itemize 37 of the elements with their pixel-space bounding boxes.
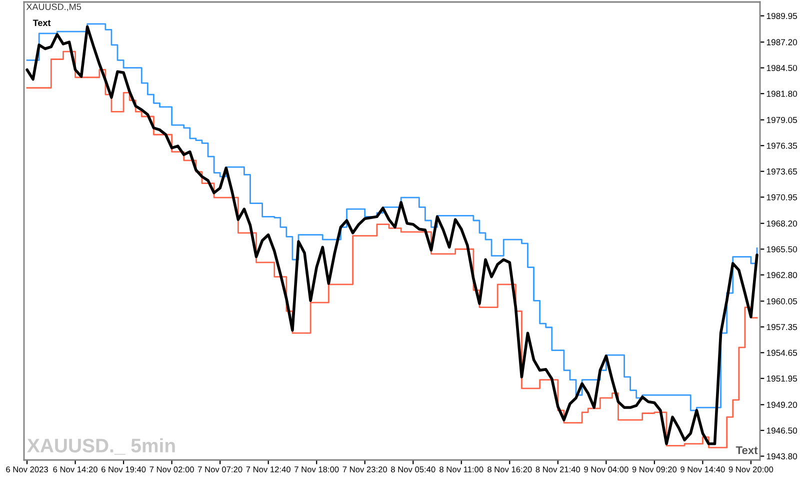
y-tick-label: 1989.95 xyxy=(766,12,798,20)
x-tick-label: 6 Nov 19:40 xyxy=(101,466,146,472)
y-tick-label: 1976.35 xyxy=(766,142,798,149)
x-tick-label: 7 Nov 18:00 xyxy=(294,466,339,472)
x-tick-label: 8 Nov 16:20 xyxy=(488,466,532,472)
y-tick-label: 1960.05 xyxy=(766,298,798,304)
annotation: Text xyxy=(736,446,758,454)
x-tick-label: 7 Nov 23:20 xyxy=(342,466,387,472)
y-tick-label: 1987.20 xyxy=(766,39,798,46)
y-tick-label: 1984.50 xyxy=(766,64,798,72)
y-tick-label: 1949.20 xyxy=(766,402,798,408)
annotation: Text xyxy=(32,20,51,26)
x-tick-label: 7 Nov 12:40 xyxy=(246,466,290,472)
y-tick-label: 1943.80 xyxy=(766,453,798,460)
x-tick-label: 9 Nov 04:00 xyxy=(584,466,628,472)
x-tick-label: 9 Nov 14:40 xyxy=(680,466,725,472)
x-tick-label: 8 Nov 21:40 xyxy=(536,466,580,472)
x-tick-label: 7 Nov 02:00 xyxy=(150,466,194,472)
x-tick-label: 9 Nov 20:00 xyxy=(728,466,774,472)
y-tick-label: 1951.95 xyxy=(766,376,798,382)
x-tick-label: 8 Nov 11:00 xyxy=(440,466,484,472)
x-tick-label: 7 Nov 07:20 xyxy=(198,466,242,472)
chart-title: XAUUSD.,M5 xyxy=(26,4,82,12)
x-tick-label: 9 Nov 09:20 xyxy=(632,466,677,472)
y-tick-label: 1968.20 xyxy=(766,220,798,227)
y-tick-label: 1965.50 xyxy=(766,246,798,252)
y-tick-label: 1979.05 xyxy=(766,116,798,124)
x-tick-label: 8 Nov 05:40 xyxy=(391,466,436,472)
y-tick-label: 1981.80 xyxy=(766,90,798,97)
x-tick-label: 6 Nov 2023 xyxy=(6,466,48,472)
y-tick-label: 1970.95 xyxy=(766,194,798,200)
y-tick-label: 1957.35 xyxy=(766,324,798,330)
y-tick-label: 1973.65 xyxy=(766,168,798,175)
y-tick-label: 1954.65 xyxy=(766,350,798,356)
x-tick-label: 6 Nov 14:20 xyxy=(53,466,98,472)
y-tick-label: 1946.50 xyxy=(766,428,798,434)
y-tick-label: 1962.80 xyxy=(766,272,798,278)
